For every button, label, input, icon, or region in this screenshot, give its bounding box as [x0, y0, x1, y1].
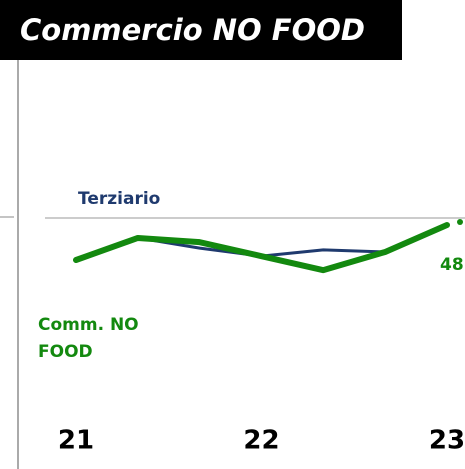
- x-tick-label: 21: [58, 426, 94, 456]
- chart-title: Commercio NO FOOD: [0, 0, 402, 60]
- series-label: Comm. NO FOOD: [38, 315, 139, 362]
- series-line: [73, 222, 450, 274]
- series-label: Terziario: [78, 189, 161, 209]
- x-tick-label: 23: [429, 426, 465, 456]
- data-label: 48: [440, 255, 464, 275]
- end-marker: [457, 219, 463, 225]
- x-tick-label: 22: [243, 426, 279, 456]
